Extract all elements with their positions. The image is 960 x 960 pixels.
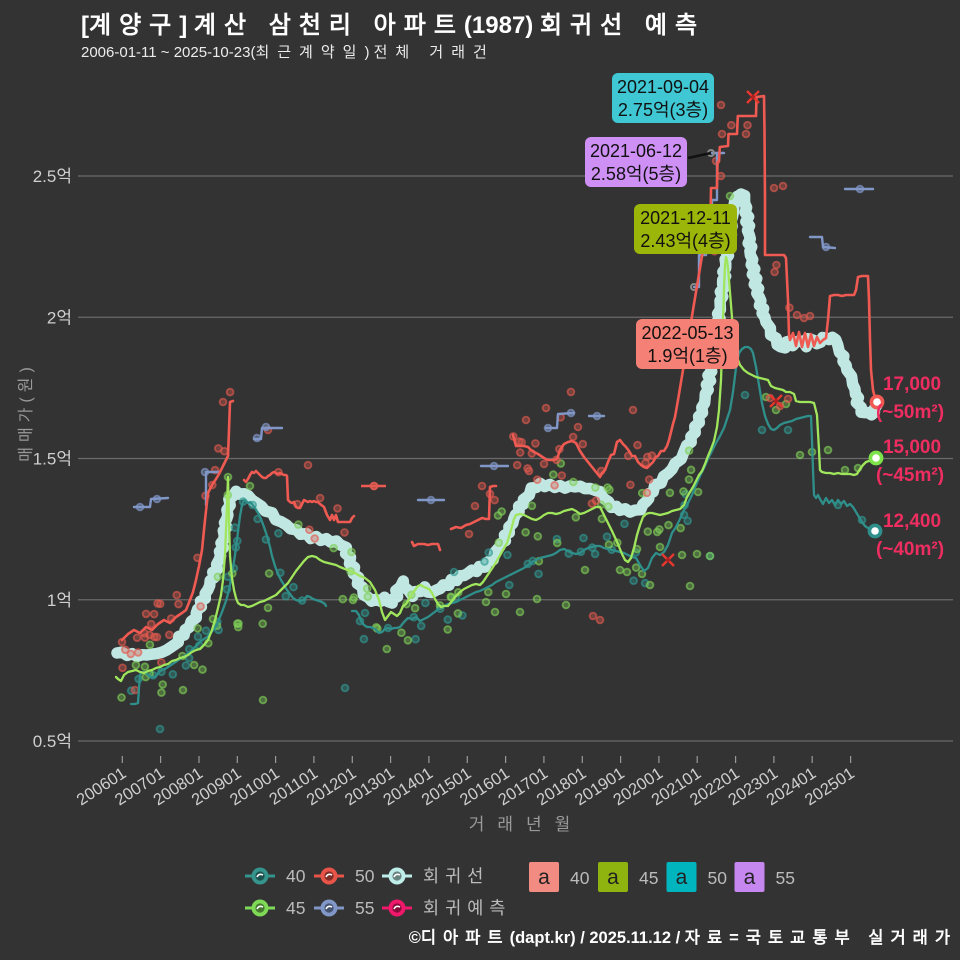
svg-text:45: 45 (639, 868, 658, 888)
svg-text:(~50m²): (~50m²) (876, 402, 944, 423)
svg-text:1.5억: 1.5억 (33, 450, 72, 469)
svg-text:55: 55 (776, 868, 795, 888)
svg-text:2006-01-11 ~ 2025-10-23(최근계약일): 2006-01-11 ~ 2025-10-23(최근계약일) 전체 거래건 (81, 44, 495, 61)
svg-text:40: 40 (286, 866, 306, 886)
svg-text:a: a (744, 866, 756, 889)
svg-text:회귀선: 회귀선 (423, 866, 489, 886)
svg-text:a: a (676, 866, 688, 889)
svg-text:(~40m²): (~40m²) (876, 539, 944, 560)
svg-text:2021-12-11: 2021-12-11 (640, 208, 731, 228)
svg-text:2021-06-12: 2021-06-12 (590, 141, 682, 161)
svg-text:a: a (538, 866, 550, 889)
svg-text:17,000: 17,000 (883, 374, 941, 395)
svg-text:0.5억: 0.5억 (33, 732, 72, 751)
svg-text:12,400: 12,400 (883, 511, 941, 532)
svg-text:40: 40 (570, 868, 590, 888)
svg-text:2억: 2억 (47, 308, 72, 327)
svg-text:매매가(원): 매매가(원) (17, 362, 35, 462)
svg-text:2.75억(3층): 2.75억(3층) (618, 100, 708, 120)
svg-text:©디아파트(dapt.kr) / 2025.11.12 /: ©디아파트(dapt.kr) / 2025.11.12 / 자료=국토교통부 실… (409, 928, 957, 947)
svg-text:55: 55 (355, 898, 374, 918)
svg-text:회귀예측: 회귀예측 (423, 898, 511, 918)
svg-text:45: 45 (286, 898, 305, 918)
svg-text:2022-05-13: 2022-05-13 (641, 323, 733, 343)
svg-text:2.5억: 2.5억 (33, 167, 72, 186)
svg-text:1억: 1억 (47, 591, 72, 610)
svg-text:15,000: 15,000 (883, 437, 941, 458)
svg-text:a: a (607, 866, 619, 889)
svg-text:(~45m²): (~45m²) (876, 465, 944, 486)
svg-text:50: 50 (708, 868, 728, 888)
svg-text:거래년월: 거래년월 (469, 815, 584, 834)
svg-text:2.43억(4층): 2.43억(4층) (640, 231, 730, 251)
svg-text:50: 50 (355, 866, 375, 886)
svg-text:2021-09-04: 2021-09-04 (617, 77, 709, 97)
svg-text:1.9억(1층): 1.9억(1층) (647, 346, 727, 366)
svg-text:[계양구] 계산 삼천리 아파트(1987) 회귀선 예측: [계양구] 계산 삼천리 아파트(1987) 회귀선 예측 (81, 12, 705, 39)
svg-text:2.58억(5층): 2.58억(5층) (591, 164, 681, 184)
